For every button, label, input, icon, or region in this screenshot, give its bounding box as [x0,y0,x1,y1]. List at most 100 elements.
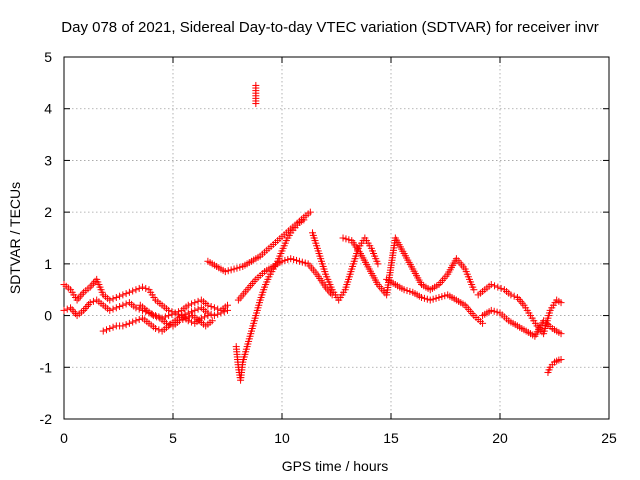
data-point [300,216,308,224]
data-point [233,264,241,272]
data-point [207,310,215,318]
tick-layer: 0 5 10 15 20 25 -2 -1 0 1 2 3 4 5 [40,49,617,446]
data-point [85,301,93,309]
data-point [188,308,196,316]
data-point [208,317,216,325]
y-axis-label: SDTVAR / TECUs [7,182,23,294]
data-point [109,305,117,313]
data-point [106,325,114,332]
y-tick-label: -2 [40,411,53,427]
data-point [112,293,120,301]
data-point [116,292,124,300]
data-point [86,299,94,307]
data-point [132,286,140,294]
data-point [106,296,114,304]
data-point [119,291,127,299]
data-point [400,286,408,294]
data-point [174,310,182,318]
data-point [75,294,83,302]
data-point [207,303,215,311]
data-point [99,327,107,335]
data-point [342,235,350,243]
data-point [426,296,434,304]
data-point [176,317,184,325]
data-point [497,284,505,292]
x-tick-label: 5 [169,430,177,446]
data-point [116,303,124,311]
data-point [290,256,298,264]
data-point [374,260,382,268]
data-point [106,306,114,314]
data-point [298,258,306,266]
data-point [435,293,443,301]
data-point [491,282,499,290]
data-point [406,287,414,295]
data-point [327,289,335,297]
data-point [83,303,91,311]
chart-title: Day 078 of 2021, Sidereal Day-to-day VTE… [61,19,598,36]
data-point [204,312,212,320]
data-point [295,257,303,265]
data-point [432,294,440,302]
x-tick-label: 15 [383,430,399,446]
data-point [109,295,117,303]
data-point [161,313,169,321]
data-point [236,263,244,271]
data-point [153,313,161,321]
data-point [129,318,137,326]
data-point [515,295,523,303]
data-point [181,310,189,318]
points-layer [60,81,565,384]
data-point [60,306,68,314]
data-point [339,234,347,242]
data-point [487,306,495,314]
y-tick-label: 3 [44,152,52,168]
data-point [119,301,127,309]
data-point [210,312,218,320]
data-point [494,283,502,291]
x-tick-label: 10 [274,430,290,446]
data-point [487,281,495,289]
data-point [122,321,130,329]
data-point [490,307,498,315]
data-point [214,310,222,318]
data-point [557,330,565,338]
data-point [429,295,437,303]
x-tick-label: 20 [492,430,508,446]
data-point [119,322,127,330]
data-point [109,323,117,331]
data-point [513,293,521,301]
y-tick-label: -1 [40,359,53,375]
data-point [103,326,111,334]
data-point [142,284,150,292]
data-point [518,299,526,307]
data-point [306,208,314,216]
x-tick-label: 25 [601,430,617,446]
data-point [112,304,120,312]
data-point [125,319,133,327]
data-point [135,284,143,292]
data-point [179,315,187,323]
data-point [221,268,229,276]
data-point [224,267,232,275]
x-tick-label: 0 [60,430,68,446]
data-point [438,293,446,301]
y-tick-label: 4 [44,101,52,117]
data-point [89,279,97,287]
data-point [132,317,140,325]
data-point [63,305,71,313]
y-tick-label: 1 [44,256,52,272]
data-point [162,319,170,327]
data-point [210,304,218,312]
y-tick-label: 0 [44,308,52,324]
data-point [132,304,140,312]
data-point [152,325,160,332]
data-point [188,300,196,308]
plot-frame [63,56,610,420]
y-tick-label: 2 [44,204,52,220]
data-point [557,299,565,307]
data-point [287,255,295,263]
data-point [129,287,137,295]
data-point [138,283,146,291]
